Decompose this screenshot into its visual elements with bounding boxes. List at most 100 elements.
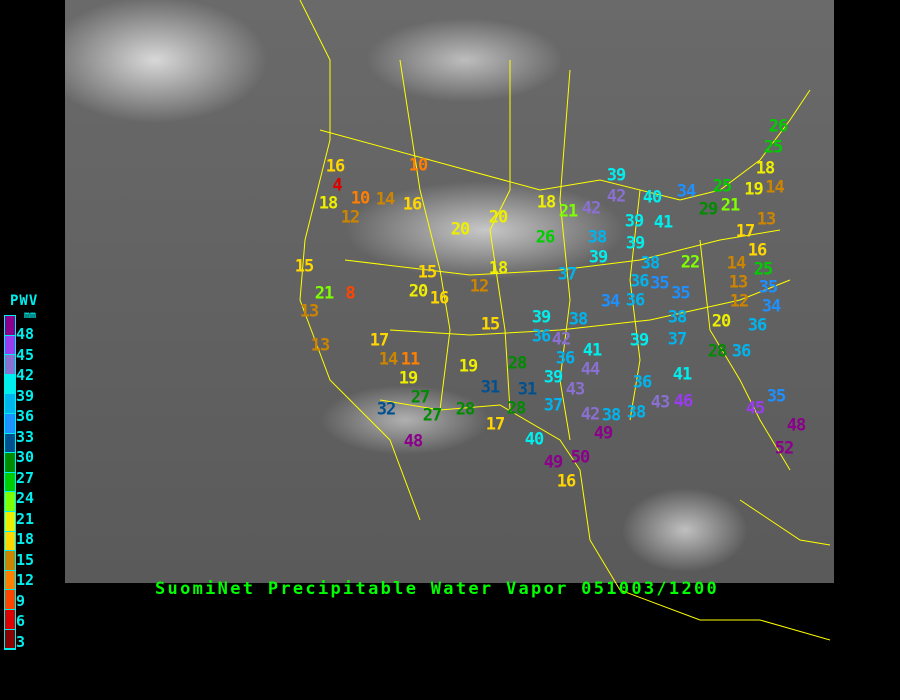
pwv-station-value: 40 — [642, 187, 663, 208]
legend-label: 33 — [16, 427, 35, 446]
pwv-station-value: 10 — [408, 155, 429, 176]
pwv-station-value: 35 — [766, 386, 787, 407]
legend-label: 12 — [16, 571, 35, 589]
interior-line-1 — [344, 229, 781, 276]
pwv-station-value: 15 — [417, 262, 438, 282]
pwv-station-value: 36 — [625, 290, 646, 311]
interior-line-6 — [629, 189, 641, 421]
pwv-station-value: 28 — [506, 398, 527, 419]
color-legend-bar — [4, 315, 16, 651]
pwv-station-value: 42 — [606, 186, 627, 207]
pwv-station-value: 19 — [458, 356, 479, 377]
pwv-station-value: 40 — [524, 429, 545, 450]
pwv-station-value: 43 — [650, 392, 671, 413]
pwv-station-value: 37 — [667, 329, 688, 350]
pwv-station-value: 42 — [551, 329, 572, 350]
pwv-station-value: 27 — [422, 405, 443, 426]
west-coast-line — [299, 0, 421, 521]
legend-label: 48 — [16, 325, 35, 343]
legend-label: 36 — [16, 407, 35, 425]
pwv-station-value: 14 — [375, 189, 396, 210]
legend-swatch — [5, 472, 15, 493]
pwv-station-value: 44 — [580, 359, 601, 380]
pwv-station-value: 18 — [536, 192, 557, 213]
legend-swatch — [5, 316, 15, 336]
legend-title: PWV — [10, 293, 39, 309]
legend-label: 42 — [16, 366, 35, 384]
pwv-station-value: 28 — [707, 341, 728, 362]
legend-swatch — [5, 570, 15, 591]
legend-label: 3 — [16, 632, 26, 651]
pwv-station-value: 12 — [729, 291, 750, 312]
legend-unit: mm — [24, 310, 37, 321]
pwv-station-value: 29 — [698, 199, 719, 220]
pwv-station-value: 21 — [314, 283, 335, 304]
caribbean-line — [739, 499, 831, 546]
pwv-station-value: 38 — [667, 307, 688, 328]
pwv-station-value: 19 — [398, 368, 419, 389]
pwv-station-value: 8 — [345, 283, 355, 304]
interior-line-5 — [559, 69, 571, 441]
pwv-station-value: 38 — [640, 253, 661, 273]
pwv-station-value: 21 — [720, 195, 741, 215]
pwv-station-value: 15 — [294, 256, 315, 277]
pwv-station-value: 10 — [350, 188, 371, 208]
pwv-station-value: 13 — [756, 209, 777, 230]
pwv-station-value: 21 — [558, 201, 579, 222]
legend-label: 30 — [16, 448, 35, 466]
pwv-station-value: 16 — [747, 240, 768, 261]
pwv-station-value: 39 — [629, 330, 650, 351]
pwv-station-value: 25 — [763, 137, 784, 158]
pwv-station-value: 26 — [768, 116, 789, 137]
pwv-station-value: 25 — [712, 176, 733, 196]
pwv-station-value: 28 — [507, 353, 528, 374]
legend-label: 39 — [16, 386, 35, 405]
pwv-station-value: 41 — [582, 340, 603, 361]
legend-label: 6 — [16, 612, 26, 630]
pwv-station-value: 49 — [543, 452, 564, 473]
pwv-station-value: 27 — [410, 387, 431, 408]
pwv-station-value: 13 — [310, 335, 331, 356]
pwv-station-value: 19 — [744, 179, 764, 199]
pwv-station-value: 46 — [673, 391, 694, 412]
legend-swatch — [5, 355, 15, 375]
pwv-station-value: 39 — [588, 247, 609, 268]
pwv-station-value: 16 — [429, 288, 450, 309]
east-coast-line — [699, 239, 791, 471]
legend-swatch — [5, 335, 15, 356]
pwv-station-value: 14 — [765, 177, 785, 198]
pwv-station-value: 18 — [488, 258, 509, 279]
pwv-station-value: 43 — [565, 379, 586, 400]
pwv-station-value: 14 — [726, 253, 747, 274]
legend-swatch — [5, 590, 15, 610]
pwv-station-value: 38 — [601, 405, 622, 426]
legend-swatch — [5, 453, 15, 473]
pwv-station-value: 36 — [747, 315, 768, 336]
interior-line-3 — [399, 59, 451, 411]
pwv-station-value: 22 — [680, 252, 701, 273]
legend-swatch — [5, 551, 15, 571]
pwv-station-value: 15 — [480, 314, 501, 335]
pwv-station-value: 39 — [543, 367, 564, 387]
pwv-station-value: 12 — [469, 276, 490, 297]
pwv-station-value: 17 — [735, 221, 756, 242]
pwv-station-value: 34 — [761, 296, 782, 317]
pwv-station-value: 48 — [786, 415, 807, 436]
legend-label: 27 — [16, 468, 35, 487]
pwv-station-value: 39 — [531, 307, 552, 328]
pwv-station-value: 52 — [774, 438, 795, 459]
pwv-station-value: 38 — [587, 227, 608, 248]
pwv-station-value: 16 — [556, 471, 577, 492]
pwv-station-value: 14 — [378, 349, 399, 369]
pwv-station-value: 42 — [580, 404, 601, 425]
pwv-station-value: 41 — [653, 212, 674, 233]
legend-swatch — [5, 433, 15, 454]
pwv-station-value: 18 — [755, 158, 776, 179]
legend-swatch — [5, 492, 15, 512]
pwv-station-value: 35 — [650, 273, 670, 294]
southern-border — [379, 399, 831, 641]
pwv-station-value: 36 — [630, 271, 650, 292]
pwv-station-value: 45 — [745, 398, 766, 419]
legend-label: 9 — [16, 591, 26, 610]
